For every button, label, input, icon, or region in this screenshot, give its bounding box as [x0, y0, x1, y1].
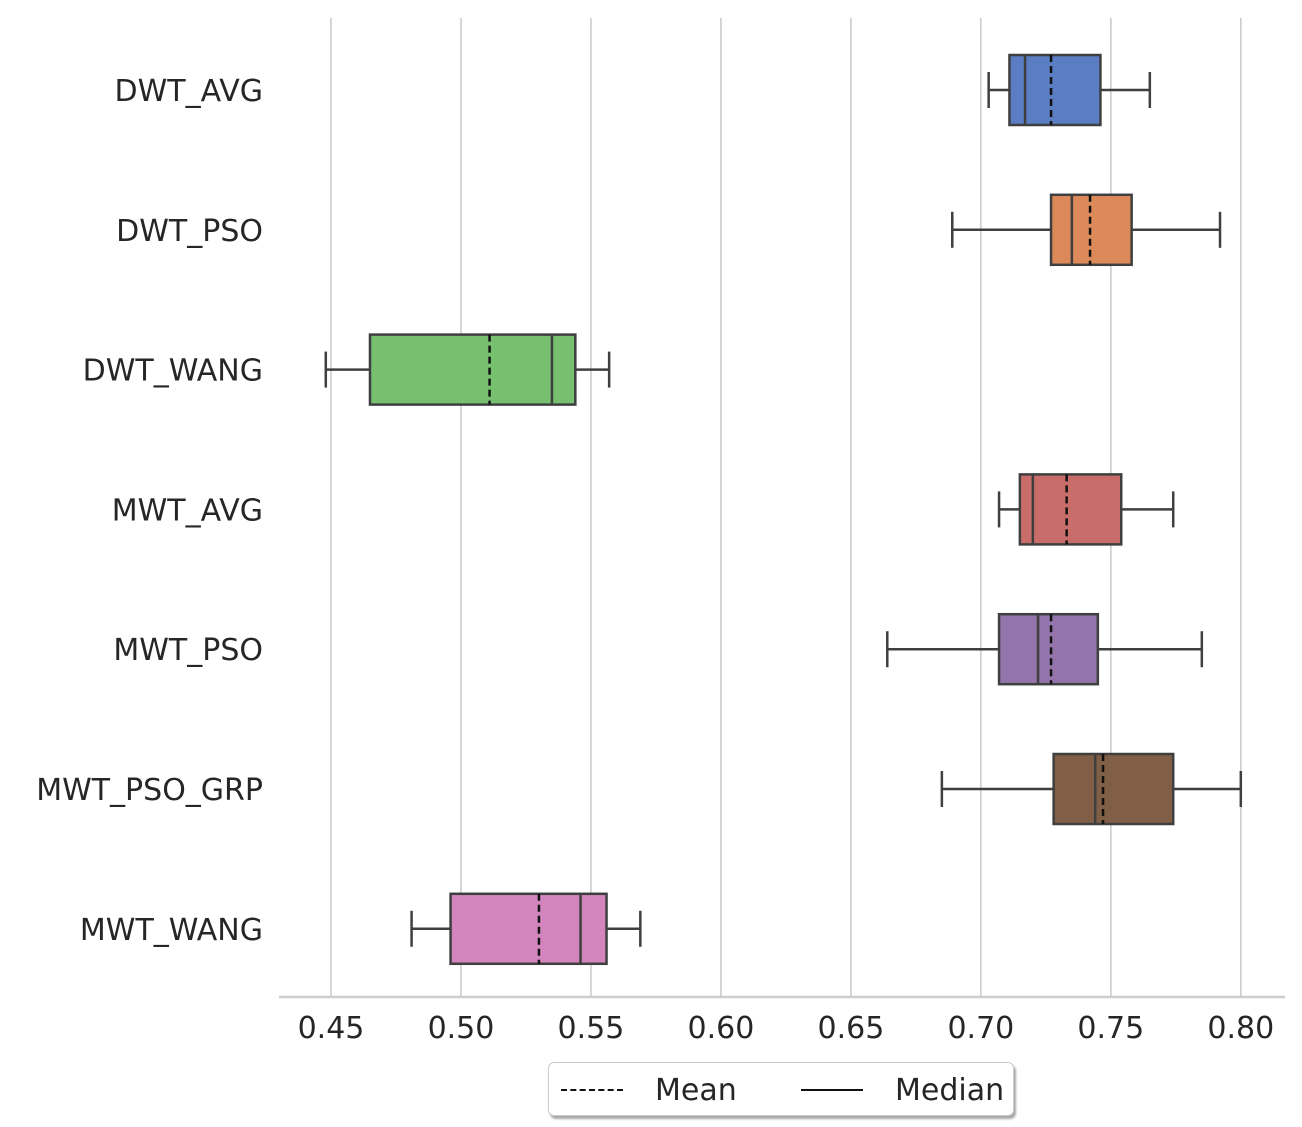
box-group: [997, 473, 1175, 546]
legend-median-label: Median: [895, 1072, 1005, 1108]
box-iqr: [449, 892, 608, 966]
box-iqr: [1008, 53, 1102, 127]
box-iqr: [997, 612, 1100, 686]
x-tick-label: 0.70: [947, 1011, 1014, 1046]
legend: Mean Median: [548, 1062, 1014, 1116]
legend-mean-label: Mean: [655, 1072, 737, 1108]
legend-item-mean: Mean: [561, 1071, 737, 1109]
box-iqr: [1018, 473, 1123, 546]
box-group: [987, 53, 1152, 127]
x-tick-label: 0.50: [428, 1011, 495, 1046]
box-iqr: [368, 333, 577, 406]
category-label: MWT_PSO: [113, 633, 263, 668]
category-label: DWT_WANG: [83, 354, 263, 389]
category-label: MWT_AVG: [112, 493, 263, 528]
box-iqr: [1049, 193, 1133, 267]
x-tick-label: 0.60: [688, 1011, 755, 1046]
category-labels: DWT_AVG DWT_PSO DWT_WANG MWT_AVG MWT_PSO MWT_…: [36, 74, 263, 948]
category-label: MWT_WANG: [80, 913, 263, 948]
box-group: [886, 612, 1204, 686]
boxes: [324, 53, 1243, 966]
legend-item-median: Median: [801, 1071, 1004, 1109]
x-tick-label: 0.45: [298, 1011, 365, 1046]
box-group: [951, 193, 1222, 267]
category-label: MWT_PSO_GRP: [36, 773, 263, 808]
x-tick-labels: 0.45 0.50 0.55 0.60 0.65 0.70 0.75 0.80: [298, 1011, 1275, 1046]
box-group: [940, 752, 1243, 826]
x-tick-label: 0.75: [1077, 1011, 1144, 1046]
x-tick-label: 0.55: [558, 1011, 625, 1046]
category-label: DWT_AVG: [115, 74, 263, 109]
legend-median-swatch: [801, 1089, 863, 1091]
box-iqr: [1052, 752, 1175, 826]
x-tick-label: 0.80: [1207, 1011, 1274, 1046]
grid-lines: [330, 18, 1242, 997]
box-group: [324, 333, 611, 406]
category-label: DWT_PSO: [116, 214, 263, 249]
box-group: [410, 892, 642, 966]
legend-mean-swatch: [561, 1089, 623, 1091]
x-tick-label: 0.65: [817, 1011, 884, 1046]
